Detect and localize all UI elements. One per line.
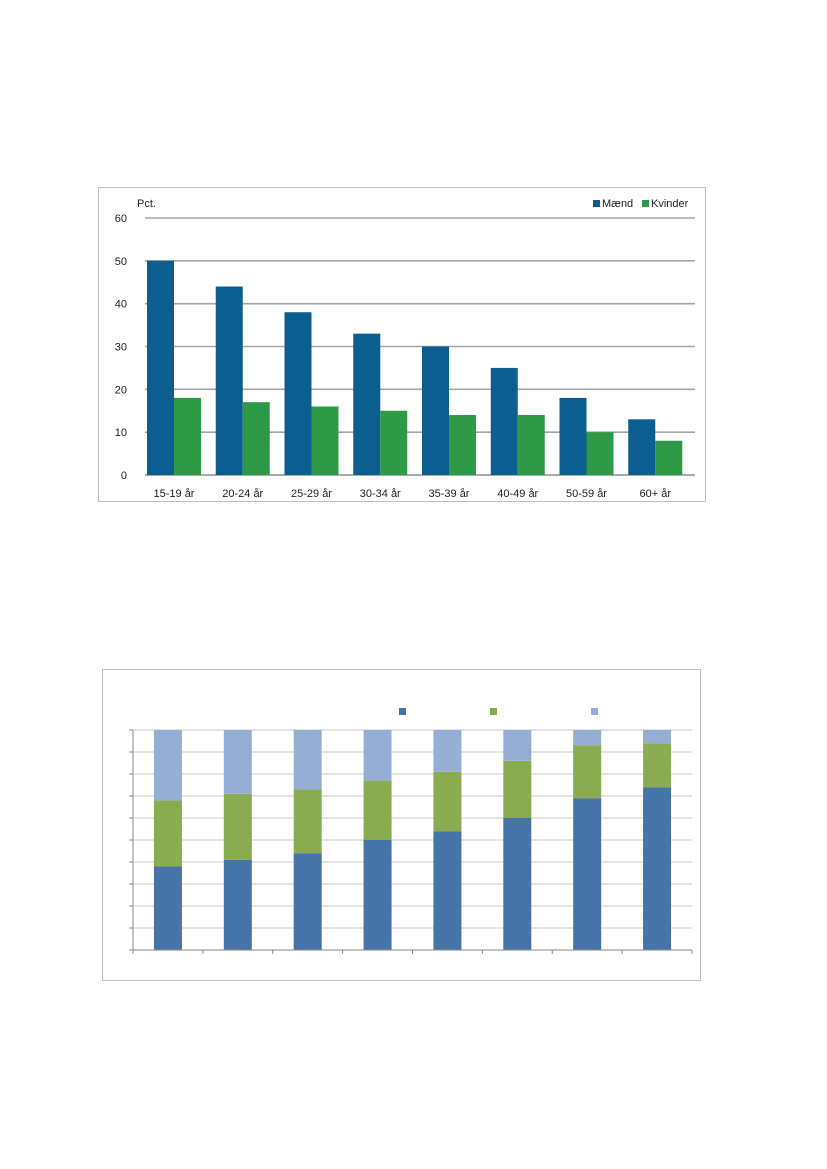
stacked-bar-chart xyxy=(102,669,701,981)
stacked-segment-2 xyxy=(433,771,462,832)
legend-label: Mænd xyxy=(602,198,633,210)
legend-label: Kvinder xyxy=(651,198,689,210)
stacked-segment-2 xyxy=(503,760,532,818)
stacked-segment-3 xyxy=(223,730,252,794)
bar-chart-gender-age: Pct. 0 10 20 30 40 50 60 15-19 år 20-24 år 25-29… xyxy=(98,187,706,502)
y-tick-label: 10 xyxy=(115,427,127,439)
bar-maend xyxy=(284,312,312,475)
stacked-segment-2 xyxy=(643,743,672,788)
y-tick-label: 60 xyxy=(115,213,127,225)
y-tick-label: 50 xyxy=(115,256,127,268)
bar-maend xyxy=(422,346,449,475)
stacked-segment-2 xyxy=(363,780,392,840)
stacked-segment-1 xyxy=(363,840,392,950)
bar-kvinder xyxy=(380,410,408,475)
y-tick-label: 30 xyxy=(115,342,127,354)
y-tick-label: 20 xyxy=(115,384,127,396)
stacked-segment-1 xyxy=(573,798,602,950)
x-tick-label: 15-19 år xyxy=(154,488,195,500)
bar-maend xyxy=(353,333,381,475)
x-tick-label: 60+ år xyxy=(640,488,672,500)
x-tick-label: 25-29 år xyxy=(291,488,332,500)
bar-kvinder xyxy=(449,415,476,475)
stacked-segment-1 xyxy=(643,787,672,950)
stacked-segment-2 xyxy=(293,789,322,854)
x-tick-label: 20-24 år xyxy=(222,488,263,500)
bar-chart-1-svg: Pct. 0 10 20 30 40 50 60 15-19 år 20-24 år 25-29… xyxy=(115,198,695,500)
stacked-segment-1 xyxy=(503,818,532,950)
x-tick-label: 50-59 år xyxy=(566,488,607,500)
stacked-segment-2 xyxy=(153,800,182,867)
stacked-segment-3 xyxy=(433,730,462,772)
stacked-segment-3 xyxy=(573,730,602,746)
legend-swatch xyxy=(642,200,649,207)
x-tick-label: 35-39 år xyxy=(429,488,470,500)
x-tick-label: 40-49 år xyxy=(497,488,538,500)
stacked-segment-1 xyxy=(433,831,462,950)
legend-swatch xyxy=(490,708,497,715)
stacked-segment-1 xyxy=(153,866,182,950)
bar-kvinder xyxy=(174,397,201,475)
stacked-segment-3 xyxy=(503,730,532,761)
y-axis-label: Pct. xyxy=(137,198,156,210)
y-tick-label: 40 xyxy=(115,299,127,311)
stacked-bar-chart-svg xyxy=(129,708,693,954)
bar-kvinder xyxy=(311,406,339,475)
stacked-segment-1 xyxy=(223,859,252,950)
stacked-segment-3 xyxy=(293,730,322,790)
bar-kvinder xyxy=(655,440,683,475)
bar-maend xyxy=(147,260,174,475)
legend-swatch xyxy=(591,708,598,715)
stacked-segment-1 xyxy=(293,853,322,950)
stacked-segment-3 xyxy=(363,730,392,781)
bar-maend xyxy=(559,397,587,475)
bar-maend xyxy=(490,367,518,475)
bar-kvinder xyxy=(517,415,545,475)
bar-maend xyxy=(215,286,243,475)
x-tick-label: 30-34 år xyxy=(360,488,401,500)
legend-swatch xyxy=(399,708,406,715)
bar-maend xyxy=(628,419,656,475)
stacked-segment-2 xyxy=(573,745,602,799)
legend-swatch xyxy=(593,200,600,207)
bar-kvinder xyxy=(242,402,270,475)
bar-kvinder xyxy=(586,432,614,475)
y-tick-label: 0 xyxy=(121,470,127,482)
stacked-segment-3 xyxy=(153,730,182,801)
stacked-segment-3 xyxy=(643,730,672,744)
stacked-segment-2 xyxy=(223,793,252,860)
